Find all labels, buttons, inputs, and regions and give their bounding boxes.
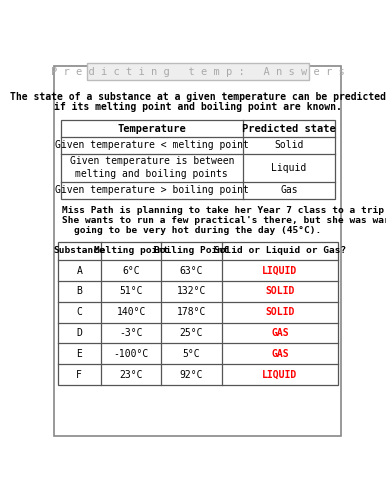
Text: LIQUID: LIQUID [262,370,298,380]
Text: Boiling Point: Boiling Point [154,246,229,256]
Text: Predicted state: Predicted state [242,124,336,134]
Text: Given temperature > boiling point: Given temperature > boiling point [55,185,249,195]
Text: 140°C: 140°C [117,307,146,317]
Text: 51°C: 51°C [119,286,143,296]
Text: -3°C: -3°C [119,328,143,338]
Text: The state of a substance at a given temperature can be predicted: The state of a substance at a given temp… [10,92,386,102]
Text: GAS: GAS [271,349,289,359]
Text: C: C [76,307,82,317]
Text: Melting point: Melting point [94,246,169,256]
Text: P r e d i c t i n g   t e m p :   A n s w e r s: P r e d i c t i n g t e m p : A n s w e … [51,66,345,76]
Text: Liquid: Liquid [271,163,306,173]
Text: GAS: GAS [271,328,289,338]
Text: F: F [76,370,82,380]
Text: 23°C: 23°C [119,370,143,380]
Text: 63°C: 63°C [180,266,203,276]
Text: Solid: Solid [274,140,304,150]
Text: E: E [76,349,82,359]
Bar [58,242,338,385]
Text: Miss Path is planning to take her Year 7 class to a trip in Africa.: Miss Path is planning to take her Year 7… [62,206,386,216]
Text: 25°C: 25°C [180,328,203,338]
Text: Substance: Substance [53,246,105,256]
Text: SOLID: SOLID [265,286,295,296]
Text: Gas: Gas [280,185,298,195]
Text: 132°C: 132°C [177,286,206,296]
Text: D: D [76,328,82,338]
Text: -100°C: -100°C [113,349,149,359]
Text: 92°C: 92°C [180,370,203,380]
Bar [87,63,309,80]
Text: if its melting point and boiling point are known.: if its melting point and boiling point a… [54,102,342,113]
Bar [61,120,335,198]
Text: Solid or Liquid or Gas?: Solid or Liquid or Gas? [214,246,346,256]
Text: Given temperature < melting point: Given temperature < melting point [55,140,249,150]
Text: 6°C: 6°C [122,266,140,276]
Text: 5°C: 5°C [183,349,200,359]
Text: A: A [76,266,82,276]
Text: SOLID: SOLID [265,307,295,317]
Text: 178°C: 178°C [177,307,206,317]
Text: LIQUID: LIQUID [262,266,298,276]
Text: Temperature: Temperature [117,124,186,134]
Text: B: B [76,286,82,296]
Text: Given temperature is between
melting and boiling points: Given temperature is between melting and… [69,156,234,180]
Text: She wants to run a few practical's there, but she was warned it is: She wants to run a few practical's there… [62,216,386,226]
Text: going to be very hot during the day (45°C).: going to be very hot during the day (45°… [74,226,322,235]
